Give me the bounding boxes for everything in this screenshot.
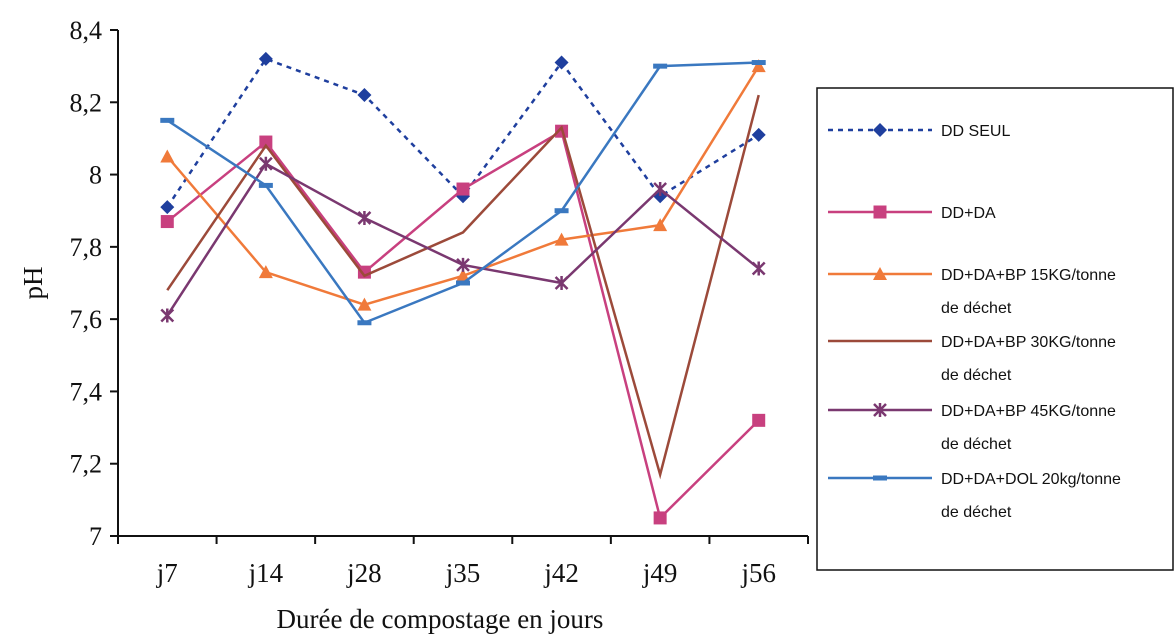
data-point <box>554 208 569 214</box>
y-tick-label: 7 <box>89 522 102 551</box>
series-line <box>166 94 760 480</box>
x-tick-label: j49 <box>642 558 678 588</box>
data-point <box>357 320 372 326</box>
plot-area: 7 7,2 7,4 7,6 7,8 8 8,2 8,4 j7 j14 j28 j35 j42 j49 j5… <box>70 16 809 588</box>
x-ticks: j7 j14 j28 j35 j42 j49 j56 <box>117 536 809 588</box>
data-point <box>752 413 766 427</box>
data-point <box>258 265 273 279</box>
legend: DD SEUL DD+DA DD+DA+BP 15KG/tonne de déchet… <box>816 87 1174 571</box>
data-point <box>357 88 372 103</box>
legend-label: de déchet <box>941 504 1012 521</box>
data-point <box>751 60 766 66</box>
legend-entry: DD+DA+BP 45KG/tonne de déchet <box>828 403 1116 453</box>
data-point <box>259 135 273 149</box>
y-tick-label: 7,4 <box>70 377 103 406</box>
legend-label: DD+DA+DOL 20kg/tonne <box>941 471 1121 488</box>
series-4 <box>166 94 760 480</box>
data-point <box>653 182 668 197</box>
legend-label: DD+DA+BP 15KG/tonne <box>941 267 1116 284</box>
x-axis-title: Durée de compostage en jours <box>277 604 604 634</box>
data-point <box>751 127 766 142</box>
series-6 <box>160 60 766 326</box>
legend-label: DD SEUL <box>941 123 1010 140</box>
y-tick-label: 7,2 <box>70 450 103 479</box>
x-tick-label: j35 <box>445 558 481 588</box>
x-tick-label: j14 <box>248 558 284 588</box>
series-1 <box>160 51 766 215</box>
y-tick-label: 7,6 <box>70 305 103 334</box>
data-point <box>258 182 273 188</box>
legend-entry: DD+DA+BP 15KG/tonne de déchet <box>828 267 1116 317</box>
legend-label: DD+DA+BP 30KG/tonne <box>941 334 1116 351</box>
data-point <box>258 51 273 66</box>
data-point <box>160 200 175 215</box>
legend-entry: DD+DA <box>828 205 996 222</box>
x-tick-label: j56 <box>740 558 776 588</box>
x-tick-label: j42 <box>543 558 579 588</box>
y-axis-title: pH <box>18 267 48 300</box>
legend-label: DD+DA+BP 45KG/tonne <box>941 403 1116 420</box>
data-point <box>653 218 668 232</box>
legend-label: de déchet <box>941 367 1012 384</box>
legend-label: de déchet <box>941 300 1012 317</box>
y-ticks: 7 7,2 7,4 7,6 7,8 8 8,2 8,4 <box>70 16 118 551</box>
data-point <box>160 149 175 163</box>
data-point <box>751 59 766 73</box>
legend-label: DD+DA <box>941 205 996 222</box>
data-point <box>456 257 470 272</box>
data-point <box>357 210 372 225</box>
data-point <box>456 280 470 286</box>
series-3 <box>160 59 766 311</box>
legend-entry: DD+DA+BP 30KG/tonne de déchet <box>828 334 1116 384</box>
x-tick-label: j7 <box>156 558 178 588</box>
legend-marker <box>873 205 887 219</box>
data-point <box>554 55 569 70</box>
legend-marker <box>873 123 887 137</box>
y-tick-label: 8,4 <box>70 16 103 45</box>
data-point <box>160 308 175 323</box>
legend-entry: DD+DA+DOL 20kg/tonne de déchet <box>828 471 1121 521</box>
y-tick-label: 7,8 <box>70 233 103 262</box>
legend-marker <box>873 267 887 280</box>
legend-box <box>816 87 1174 571</box>
data-point <box>554 232 569 246</box>
data-point <box>554 276 569 290</box>
legend-entry: DD SEUL <box>828 123 1010 140</box>
data-point <box>357 297 372 311</box>
y-tick-label: 8,2 <box>70 88 103 117</box>
legend-marker <box>873 403 887 417</box>
legend-marker <box>873 475 887 481</box>
data-point <box>653 63 668 69</box>
data-point <box>258 156 273 171</box>
y-tick-label: 8 <box>89 161 102 190</box>
data-point <box>456 268 470 282</box>
data-point <box>456 182 470 196</box>
data-point <box>160 117 175 123</box>
series-5 <box>160 156 766 323</box>
x-tick-label: j28 <box>346 558 382 588</box>
data-point <box>160 215 174 229</box>
data-point <box>751 261 766 276</box>
series-layer <box>160 51 766 525</box>
legend-label: de déchet <box>941 436 1012 453</box>
data-point <box>653 511 667 525</box>
